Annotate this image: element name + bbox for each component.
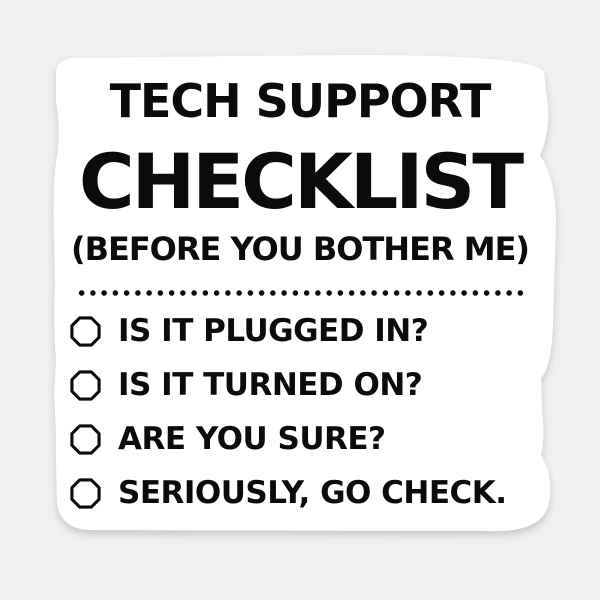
checklist: IS IT PLUGGED IN? IS IT TURNED ON? ARE Y… bbox=[70, 304, 540, 520]
octagon-checkbox-icon bbox=[70, 315, 101, 347]
subtitle: (BEFORE YOU BOTHER ME) bbox=[70, 230, 530, 268]
checklist-item: IS IT PLUGGED IN? bbox=[70, 304, 540, 358]
checklist-item: ARE YOU SURE? bbox=[70, 412, 540, 466]
octagon-checkbox-icon bbox=[70, 423, 101, 455]
octagon-checkbox-icon bbox=[70, 477, 101, 509]
checklist-item-label: IS IT TURNED ON? bbox=[118, 366, 423, 403]
octagon-checkbox-icon bbox=[70, 369, 101, 401]
checklist-item: SERIOUSLY, GO CHECK. bbox=[70, 466, 540, 520]
checklist-item-label: ARE YOU SURE? bbox=[118, 420, 386, 457]
checklist-item: IS IT TURNED ON? bbox=[70, 358, 540, 412]
title-line-2: CHECKLIST bbox=[78, 137, 524, 226]
checklist-item-label: IS IT PLUGGED IN? bbox=[118, 312, 429, 349]
checklist-item-label: SERIOUSLY, GO CHECK. bbox=[118, 474, 507, 511]
dotted-divider bbox=[76, 289, 526, 297]
title-line-1: TECH SUPPORT bbox=[109, 74, 492, 128]
